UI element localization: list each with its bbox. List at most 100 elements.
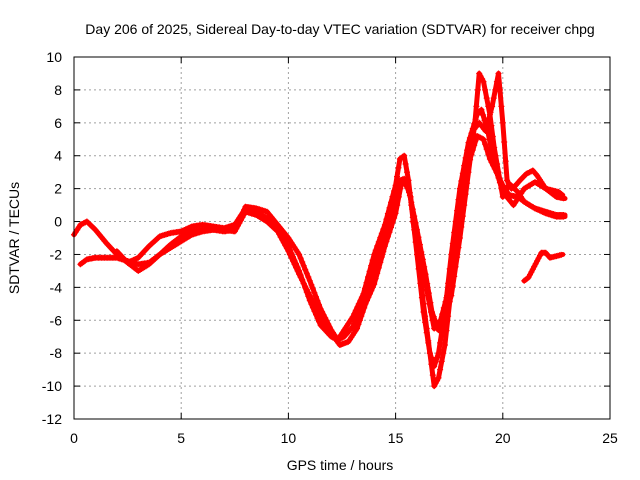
x-tick-label: 10: [281, 430, 297, 446]
data-point-plus: [418, 251, 425, 258]
data-point-plus: [302, 283, 309, 290]
data-point-plus: [443, 327, 450, 334]
data-point-plus: [485, 115, 492, 122]
data-point-plus: [441, 342, 448, 348]
data-point-plus: [450, 259, 457, 266]
y-tick-label: -4: [50, 279, 63, 295]
data-point-plus: [416, 246, 423, 252]
data-point-plus: [437, 317, 444, 324]
y-tick-label: 10: [46, 49, 62, 65]
data-point-plus: [308, 281, 315, 288]
data-point-plus: [429, 372, 436, 379]
data-point-plus: [414, 235, 420, 241]
data-point-plus: [480, 112, 486, 118]
data-point-plus: [306, 277, 313, 284]
series-trace: [114, 71, 568, 348]
data-point-plus: [485, 151, 492, 158]
data-point-plus: [424, 292, 431, 299]
data-point-plus: [490, 95, 497, 102]
data-point-plus: [415, 240, 422, 247]
data-point-plus: [296, 251, 303, 258]
data-point-plus: [463, 169, 470, 176]
data-point-plus: [426, 300, 433, 307]
y-tick-label: -2: [50, 246, 63, 262]
data-point-plus: [391, 215, 398, 221]
data-point-plus: [311, 289, 318, 296]
data-point-plus: [498, 103, 505, 110]
data-point-plus: [296, 271, 303, 278]
data-point-plus: [297, 255, 304, 262]
x-tick-label: 15: [388, 430, 404, 446]
data-point-plus: [456, 210, 463, 217]
data-point-plus: [366, 290, 373, 297]
data-point-plus: [495, 70, 502, 77]
data-point-plus: [290, 258, 296, 264]
data-point-plus: [404, 169, 410, 176]
data-point-plus: [438, 329, 445, 336]
data-point-plus: [452, 247, 459, 254]
data-point-plus: [405, 185, 412, 192]
data-point-plus: [316, 310, 322, 317]
data-point-plus: [489, 103, 496, 110]
data-point-plus: [483, 95, 490, 102]
data-point-plus: [294, 267, 301, 274]
data-point-plus: [359, 309, 366, 315]
data-point-plus: [560, 213, 567, 220]
data-point-plus: [448, 267, 455, 274]
data-point-plus: [425, 337, 432, 344]
data-series: [71, 70, 568, 390]
data-point-plus: [408, 199, 415, 206]
data-point-plus: [482, 128, 489, 134]
data-point-plus: [395, 193, 402, 200]
data-point-plus: [474, 86, 481, 93]
data-point-plus: [418, 286, 425, 293]
data-point-plus: [439, 311, 446, 318]
data-point-plus: [495, 169, 502, 176]
data-point-plus: [423, 282, 430, 289]
data-point-plus: [372, 275, 379, 282]
data-point-plus: [435, 327, 442, 334]
chart-title: Day 206 of 2025, Sidereal Day-to-day VTE…: [85, 21, 594, 37]
y-tick-label: 4: [54, 148, 62, 164]
y-tick-label: 0: [54, 214, 62, 230]
data-point-plus: [484, 121, 491, 128]
data-point-plus: [412, 229, 419, 236]
data-point-plus: [447, 276, 454, 283]
data-point-plus: [499, 193, 506, 200]
data-point-plus: [528, 269, 535, 275]
data-point-plus: [486, 156, 493, 162]
data-point-plus: [488, 159, 495, 166]
data-point-plus: [406, 192, 413, 199]
data-point-plus: [494, 161, 501, 167]
data-point-plus: [442, 298, 449, 305]
data-point-plus: [314, 297, 321, 304]
x-tick-label: 25: [602, 430, 618, 446]
data-point-plus: [435, 374, 442, 381]
x-tick-label: 20: [495, 430, 511, 446]
data-point-plus: [355, 321, 362, 328]
data-point-plus: [349, 323, 356, 330]
y-tick-label: 2: [54, 181, 62, 197]
data-point-plus: [445, 284, 452, 291]
data-point-plus: [380, 248, 387, 255]
data-point-plus: [455, 222, 462, 229]
data-point-plus: [409, 206, 416, 213]
y-tick-label: 8: [54, 82, 62, 98]
data-point-plus: [401, 152, 408, 159]
data-point-plus: [293, 264, 300, 271]
data-point-plus: [465, 158, 471, 165]
data-point-plus: [496, 86, 503, 93]
data-point-plus: [361, 304, 368, 311]
data-point-plus: [299, 259, 306, 265]
data-point-plus: [437, 339, 444, 346]
data-point-plus: [558, 251, 565, 258]
data-point-plus: [374, 270, 381, 277]
data-point-plus: [288, 254, 295, 261]
data-point-plus: [493, 78, 500, 85]
x-axis-label: GPS time / hours: [287, 457, 394, 473]
data-point-plus: [473, 103, 480, 110]
data-point-plus: [389, 219, 396, 226]
data-point-plus: [420, 300, 427, 307]
data-point-plus: [432, 359, 439, 365]
data-point-plus: [378, 254, 385, 260]
